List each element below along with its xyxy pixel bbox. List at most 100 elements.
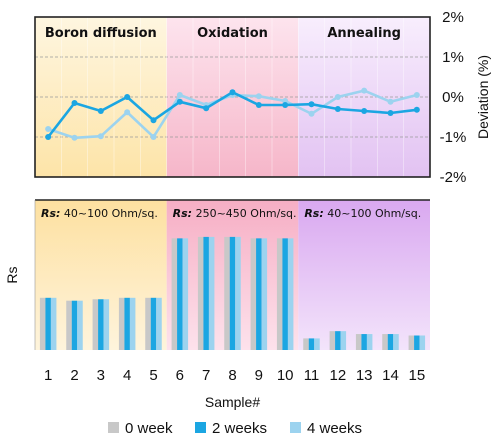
phase-title-1: Boron diffusion: [45, 26, 157, 41]
rs-annotation-1: Rs: 40~100 Ohm/sq.: [41, 207, 158, 220]
bar-2-weeks-sample-1: [45, 297, 51, 350]
bar-2-weeks-sample-13: [361, 334, 367, 350]
phase-title-2: Oxidation: [197, 26, 268, 41]
legend-swatch-2-weeks: [195, 422, 206, 433]
bar-4-weeks-sample-13: [366, 334, 373, 350]
top-panel-frame: [34, 16, 431, 178]
x-tick-label: 13: [356, 367, 373, 384]
y-axis-title-deviation: Deviation (%): [475, 55, 491, 139]
point-4-weeks-sample-6: [176, 92, 183, 98]
point-4-weeks-sample-9: [255, 93, 262, 100]
bar-2-weeks-sample-14: [387, 334, 394, 350]
bar-0-week-sample-11: [303, 338, 309, 350]
legend-swatch-0-week: [108, 422, 119, 433]
bar-0-week-sample-4: [118, 297, 125, 350]
point-4-weeks-sample-11: [308, 110, 315, 117]
phase-band-bottom-3: [298, 200, 430, 350]
point-4-weeks-sample-15: [413, 92, 420, 98]
y-tick-label: -1%: [440, 129, 467, 146]
bar-2-weeks-sample-5: [150, 297, 157, 350]
bar-2-weeks-sample-10: [282, 238, 288, 350]
bar-2-weeks-sample-12: [335, 331, 341, 350]
x-tick-label: 3: [97, 367, 105, 384]
x-tick-label: 14: [382, 367, 399, 384]
rs-annotation-3: Rs: 40~100 Ohm/sq.: [304, 207, 421, 220]
x-tick-label: 7: [202, 367, 210, 384]
bar-0-week-sample-6: [171, 238, 178, 350]
x-tick-label: 5: [149, 367, 157, 384]
bar-4-weeks-sample-5: [156, 297, 162, 350]
bar-0-week-sample-3: [92, 299, 99, 350]
bar-0-week-sample-2: [66, 300, 72, 350]
point-2-weeks-sample-11: [308, 101, 315, 108]
point-2-weeks-sample-15: [413, 106, 420, 113]
bar-4-weeks-sample-7: [208, 236, 215, 350]
bar-0-week-sample-9: [250, 238, 257, 350]
point-2-weeks-sample-14: [387, 110, 394, 116]
point-4-weeks-sample-4: [124, 109, 131, 116]
bar-0-week-sample-13: [355, 334, 362, 350]
bar-4-weeks-sample-11: [314, 338, 320, 350]
bar-2-weeks-sample-3: [98, 299, 104, 350]
point-2-weeks-sample-9: [255, 102, 262, 108]
point-4-weeks-sample-13: [361, 87, 368, 94]
bar-2-weeks-sample-6: [177, 238, 183, 350]
y-tick-label: 0%: [442, 89, 464, 106]
point-2-weeks-sample-2: [71, 100, 78, 106]
point-2-weeks-sample-3: [97, 108, 104, 114]
legend-label-4-weeks: 4 weeks: [307, 420, 362, 437]
x-tick-label: 12: [329, 367, 346, 384]
point-4-weeks-sample-3: [97, 133, 104, 140]
x-tick-label: 11: [304, 367, 320, 384]
bar-4-weeks-sample-9: [261, 238, 268, 350]
x-tick-label: 8: [228, 367, 236, 384]
legend-label-0-week: 0 week: [125, 420, 173, 437]
point-4-weeks-sample-1: [45, 126, 52, 132]
rs-annotation-2: Rs: 250~450 Ohm/sq.: [173, 207, 297, 220]
bar-0-week-sample-12: [329, 331, 336, 350]
bar-2-weeks-sample-9: [256, 238, 262, 350]
legend-swatch-4-weeks: [290, 422, 301, 433]
bar-4-weeks-sample-15: [419, 335, 426, 350]
bar-2-weeks-sample-8: [229, 236, 236, 350]
bar-2-weeks-sample-7: [203, 236, 209, 350]
bar-0-week-sample-7: [197, 236, 204, 350]
point-2-weeks-sample-7: [203, 105, 210, 112]
y-tick-label: 2%: [442, 9, 464, 26]
bar-4-weeks-sample-1: [50, 297, 57, 350]
rs-annotation-range: 250~450 Ohm/sq.: [192, 207, 296, 220]
y-tick-label: 1%: [442, 49, 464, 66]
bar-0-week-sample-10: [276, 238, 283, 350]
point-4-weeks-sample-14: [387, 98, 394, 105]
rs-annotation-range: 40~100 Ohm/sq.: [324, 207, 421, 220]
x-tick-label: 10: [277, 367, 294, 384]
point-2-weeks-sample-10: [282, 102, 289, 108]
bar-0-week-sample-14: [382, 334, 388, 350]
point-4-weeks-sample-5: [150, 134, 157, 140]
point-2-weeks-sample-5: [150, 117, 157, 124]
bar-2-weeks-sample-11: [308, 338, 315, 350]
bar-0-week-sample-1: [39, 297, 46, 350]
bar-4-weeks-sample-12: [340, 331, 347, 350]
y-axis-title-rs: Rs: [4, 266, 20, 283]
x-tick-label: 6: [176, 367, 184, 384]
point-2-weeks-sample-13: [361, 108, 368, 114]
bar-0-week-sample-5: [145, 297, 151, 350]
bar-4-weeks-sample-2: [77, 300, 83, 350]
bar-4-weeks-sample-8: [235, 236, 241, 350]
rs-annotation-range: 40~100 Ohm/sq.: [60, 207, 157, 220]
x-tick-label: 4: [123, 367, 131, 384]
phase-title-3: Annealing: [327, 26, 401, 41]
bar-2-weeks-sample-15: [414, 335, 420, 350]
point-2-weeks-sample-4: [124, 94, 131, 100]
x-tick-label: 15: [408, 367, 425, 384]
point-4-weeks-sample-12: [334, 94, 341, 100]
bar-2-weeks-sample-4: [124, 297, 130, 350]
x-tick-label: 9: [255, 367, 263, 384]
rs-annotation-key: Rs:: [173, 207, 192, 220]
point-2-weeks-sample-6: [176, 98, 183, 105]
bar-4-weeks-sample-4: [129, 297, 136, 350]
bar-4-weeks-sample-6: [182, 238, 189, 350]
bar-0-week-sample-8: [224, 236, 230, 350]
